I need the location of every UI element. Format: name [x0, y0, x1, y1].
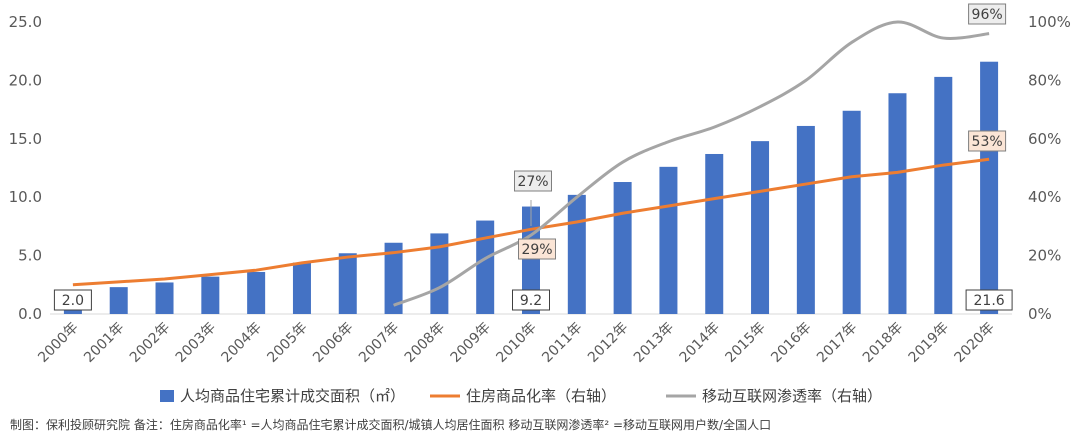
data-label: 2.0: [62, 293, 84, 309]
line-series-housing-rate: [72, 157, 990, 287]
bar: [842, 110, 861, 314]
data-label-box: [968, 3, 1007, 25]
bar: [567, 194, 586, 314]
x-axis-tick-label: 2005年: [264, 320, 310, 366]
bar: [430, 233, 449, 314]
x-axis-tick-label: 2007年: [356, 320, 402, 366]
bar: [247, 271, 266, 314]
x-axis-tick-label: 2011年: [539, 320, 585, 366]
left-axis-tick-label: 20.0: [9, 71, 42, 89]
data-label-box: [514, 170, 552, 192]
data-label-box: [965, 289, 1013, 311]
left-axis-tick-label: 0.0: [18, 305, 42, 323]
x-axis-tick-label: 2019年: [906, 320, 952, 366]
x-axis-tick-label: 2018年: [860, 320, 906, 366]
bar: [63, 309, 82, 314]
x-axis-tick-label: 2003年: [173, 320, 219, 366]
data-label-box: [968, 130, 1007, 152]
bar: [659, 166, 678, 314]
bar: [292, 262, 311, 314]
right-axis-tick-label: 60%: [1028, 130, 1061, 148]
bar: [201, 276, 220, 314]
data-label-box: [53, 289, 92, 311]
right-axis-tick-label: 0%: [1028, 305, 1052, 323]
right-axis-tick-label: 20%: [1028, 247, 1061, 265]
x-axis-tick-label: 2008年: [402, 320, 448, 366]
bar: [751, 141, 770, 314]
bar: [796, 125, 815, 315]
x-axis-tick-label: 2012年: [585, 320, 631, 366]
left-axis-tick-label: 5.0: [18, 247, 42, 265]
x-axis-tick-label: 2017年: [814, 320, 860, 366]
x-axis-tick-label: 2009年: [448, 320, 494, 366]
left-axis-tick-label: 10.0: [9, 188, 42, 206]
legend-label: 人均商品住宅累计成交面积（㎡）: [180, 387, 405, 405]
bar: [384, 242, 403, 314]
right-axis-tick-label: 40%: [1028, 188, 1061, 206]
right-axis-tick-label: 100%: [1028, 13, 1071, 31]
data-label: 21.6: [974, 293, 1005, 309]
x-axis-tick-label: 2014年: [677, 320, 723, 366]
x-axis-tick-label: 2006年: [310, 320, 356, 366]
bar: [705, 153, 724, 314]
data-label: 27%: [517, 174, 548, 190]
bar: [980, 61, 999, 314]
data-label-box: [512, 289, 550, 311]
data-label: 29%: [521, 242, 552, 258]
x-axis-tick-label: 2001年: [81, 320, 127, 366]
data-label: 9.2: [520, 293, 542, 309]
left-axis-tick-label: 25.0: [9, 13, 42, 31]
x-axis-tick-label: 2020年: [952, 320, 998, 366]
bar: [613, 182, 632, 314]
x-axis-tick-label: 2010年: [493, 320, 539, 366]
x-axis-tick-label: 2016年: [768, 320, 814, 366]
x-axis-tick-label: 2013年: [631, 320, 677, 366]
legend-label: 住房商品化率（右轴）: [466, 387, 616, 405]
legend-swatch-bar: [160, 390, 174, 402]
data-label-box: [518, 238, 556, 260]
x-axis-tick-label: 2002年: [127, 320, 173, 366]
data-label: 53%: [972, 134, 1003, 150]
legend-label: 移动互联网渗透率（右轴）: [702, 387, 882, 405]
x-axis-tick-label: 2004年: [219, 320, 265, 366]
x-axis-tick-label: 2015年: [722, 320, 768, 366]
footnote: 制图：保利投顾研究院 备注：住房商品化率¹ =人均商品住宅累计成交面积/城镇人均…: [10, 418, 772, 432]
bar: [155, 282, 174, 314]
data-label: 96%: [972, 7, 1003, 23]
left-axis-tick-label: 15.0: [9, 130, 42, 148]
bar: [888, 93, 907, 314]
right-axis-tick-label: 80%: [1028, 71, 1061, 89]
bar: [476, 220, 495, 314]
bar: [338, 253, 357, 314]
x-axis-tick-label: 2000年: [35, 320, 81, 366]
bar: [109, 287, 128, 314]
line-series-mobile-penetration: [393, 20, 990, 307]
bar: [934, 76, 953, 314]
